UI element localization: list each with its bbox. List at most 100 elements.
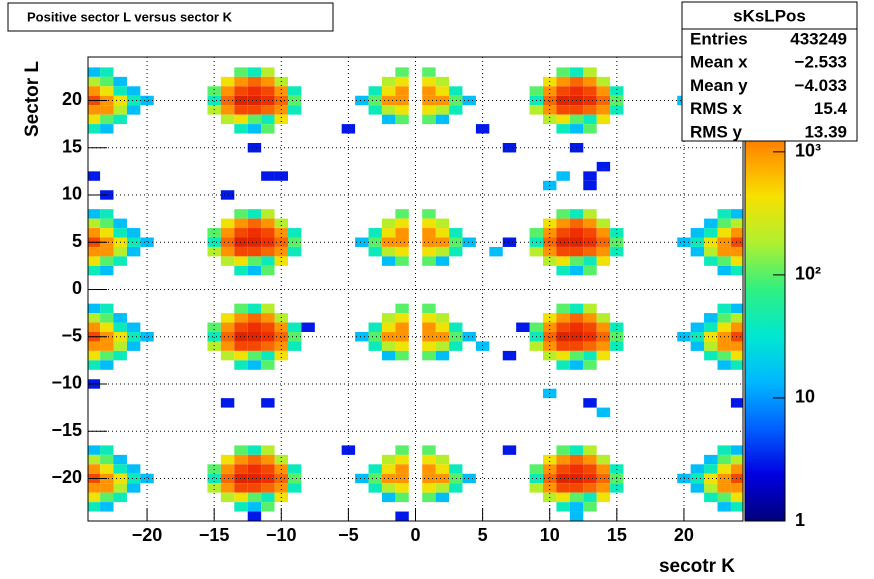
cell [395, 303, 409, 314]
cell [395, 322, 409, 332]
cell [274, 86, 288, 96]
cell [596, 313, 611, 323]
cell [140, 95, 154, 106]
cell [596, 105, 611, 115]
cell [529, 228, 544, 238]
cell [88, 303, 101, 314]
cell [207, 483, 221, 493]
cell [422, 105, 436, 115]
cell [730, 445, 743, 455]
cell [502, 350, 517, 361]
x-tick-label: −5 [338, 525, 359, 545]
cell [475, 124, 490, 134]
cell [596, 341, 611, 351]
z-tick-label: 10² [795, 264, 821, 284]
cell [247, 246, 262, 257]
cell [569, 464, 584, 474]
cell [126, 331, 141, 342]
cell [381, 86, 396, 96]
cell [730, 228, 743, 238]
cell [100, 350, 114, 361]
cell [583, 313, 597, 323]
cell [529, 105, 544, 115]
cell [569, 246, 584, 257]
cell [261, 265, 275, 276]
title-box [7, 2, 334, 32]
cell [395, 209, 409, 219]
cell [234, 124, 248, 134]
cell [234, 454, 248, 465]
cell [489, 246, 503, 257]
cell [596, 464, 611, 474]
cell [569, 350, 584, 361]
cell [569, 124, 584, 134]
cell [529, 246, 544, 257]
cell [730, 492, 743, 503]
cell [287, 464, 302, 474]
cell [596, 331, 611, 342]
cell [113, 76, 127, 87]
cell [596, 454, 611, 465]
cell [261, 67, 275, 77]
stats-box [681, 1, 858, 142]
y-axis-title: Sector L [22, 61, 43, 137]
cell [556, 95, 570, 106]
cell [583, 105, 597, 115]
cell [261, 502, 275, 512]
cell [610, 483, 624, 493]
cell [100, 67, 114, 77]
cell [610, 86, 624, 96]
cell [569, 86, 584, 96]
cell [704, 454, 718, 465]
cell [126, 473, 141, 484]
cell [435, 464, 450, 474]
cell [435, 105, 450, 115]
cell [220, 483, 235, 493]
cell [583, 473, 597, 484]
cell [556, 218, 570, 229]
cell [569, 322, 584, 332]
cell [556, 502, 570, 512]
cell [247, 218, 262, 229]
cell [247, 76, 262, 87]
cell [274, 218, 288, 229]
cell [730, 265, 743, 276]
cell [395, 511, 409, 521]
cell [247, 445, 262, 455]
cell [381, 228, 396, 238]
cell [88, 483, 101, 493]
cell [247, 124, 262, 134]
cell [274, 114, 288, 125]
cell [234, 218, 248, 229]
cell [556, 360, 570, 370]
cell [556, 246, 570, 257]
cell [261, 171, 275, 181]
stats-value: −2.533 [795, 53, 847, 72]
cell [596, 86, 611, 96]
cell [556, 76, 570, 87]
cell [287, 105, 302, 115]
cell [274, 171, 288, 181]
stats-value: 433249 [790, 29, 847, 48]
cell [247, 360, 262, 370]
cell [381, 313, 396, 323]
cell [381, 114, 396, 125]
cell [247, 237, 262, 247]
cell [100, 228, 114, 238]
cell [234, 228, 248, 238]
cells [88, 67, 743, 521]
cell [234, 95, 248, 106]
cell [583, 265, 597, 276]
cell [355, 473, 369, 484]
cell [596, 492, 611, 503]
cell [247, 265, 262, 276]
cell [435, 228, 450, 238]
y-tick-label: −10 [51, 373, 82, 393]
cell [207, 341, 221, 351]
cell [220, 237, 235, 247]
cell [355, 237, 369, 247]
cell [543, 237, 557, 247]
cell [596, 246, 611, 257]
cell [583, 464, 597, 474]
